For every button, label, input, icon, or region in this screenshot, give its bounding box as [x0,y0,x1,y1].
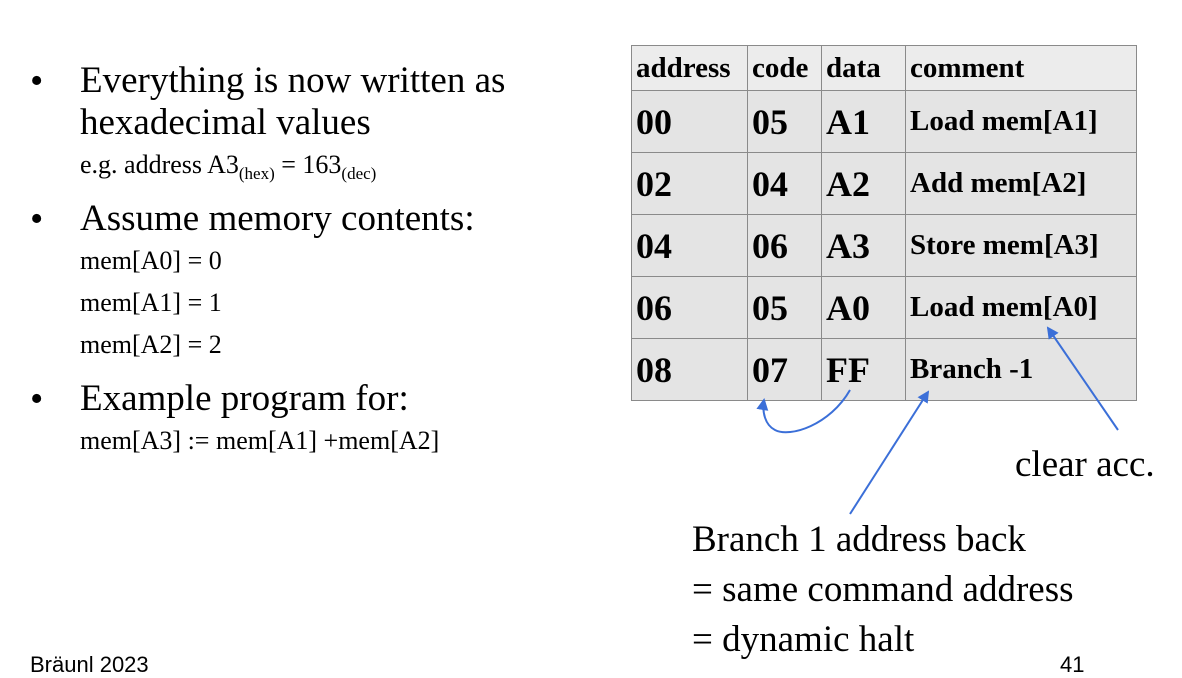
cell-data: A0 [821,276,906,339]
cell-address: 06 [631,276,748,339]
cell-address: 02 [631,152,748,215]
branch-pointer-arrow [849,390,930,515]
branch-note-line: = dynamic halt [692,619,915,660]
table-row: 08 07 FF Branch -1 [631,338,1137,401]
table-header-row: address code data comment [631,45,1137,91]
footer-author: Bräunl 2023 [30,652,149,677]
cell-comment: Load mem[A0] [905,276,1137,339]
cell-data: FF [821,338,906,401]
table-row: 02 04 A2 Add mem[A2] [631,152,1137,215]
bullet-dot: • [30,378,44,420]
header-address: address [631,45,748,91]
example-formula: mem[A3] := mem[A1] +mem[A2] [80,426,440,455]
cell-comment: Branch -1 [905,338,1137,401]
branch-loop-arrow [756,389,851,434]
memory-line: mem[A1] = 1 [80,288,222,317]
cell-comment: Load mem[A1] [905,90,1137,153]
program-table: address code data comment 00 05 A1 Load … [631,45,1137,401]
hex-example: e.g. address A3(hex) = 163(dec) [80,150,377,183]
memory-line: mem[A2] = 2 [80,330,222,359]
bullet-example: • Example program for: mem[A3] := mem[A1… [30,378,610,462]
header-data: data [821,45,906,91]
bullet-text: Everything is now written as [80,60,506,101]
bullet-hex: • Everything is now written as hexadecim… [30,60,610,186]
cell-code: 06 [747,214,822,277]
branch-note-line: Branch 1 address back [692,519,1026,560]
cell-address: 08 [631,338,748,401]
cell-comment: Store mem[A3] [905,214,1137,277]
bullet-memory: • Assume memory contents: mem[A0] = 0 me… [30,198,610,366]
header-comment: comment [905,45,1137,91]
bullet-list: • Everything is now written as hexadecim… [30,60,610,462]
branch-note-line: = same command address [692,569,1074,610]
cell-code: 07 [747,338,822,401]
bullet-text: Assume memory contents: [80,198,475,239]
cell-code: 04 [747,152,822,215]
bullet-text: Example program for: [80,378,409,419]
branch-note: Branch 1 address back = same command add… [692,515,1074,665]
cell-data: A3 [821,214,906,277]
clear-acc-pointer-arrow [1046,326,1119,431]
bullet-dot: • [30,60,44,102]
bullet-text: hexadecimal values [80,102,371,143]
cell-data: A2 [821,152,906,215]
header-code: code [747,45,822,91]
cell-code: 05 [747,276,822,339]
cell-code: 05 [747,90,822,153]
memory-line: mem[A0] = 0 [80,246,222,275]
cell-data: A1 [821,90,906,153]
cell-comment: Add mem[A2] [905,152,1137,215]
clear-acc-label: clear acc. [1015,444,1155,485]
table-row: 06 05 A0 Load mem[A0] [631,276,1137,339]
page-number: 41 [1060,652,1085,677]
bullet-dot: • [30,198,44,240]
